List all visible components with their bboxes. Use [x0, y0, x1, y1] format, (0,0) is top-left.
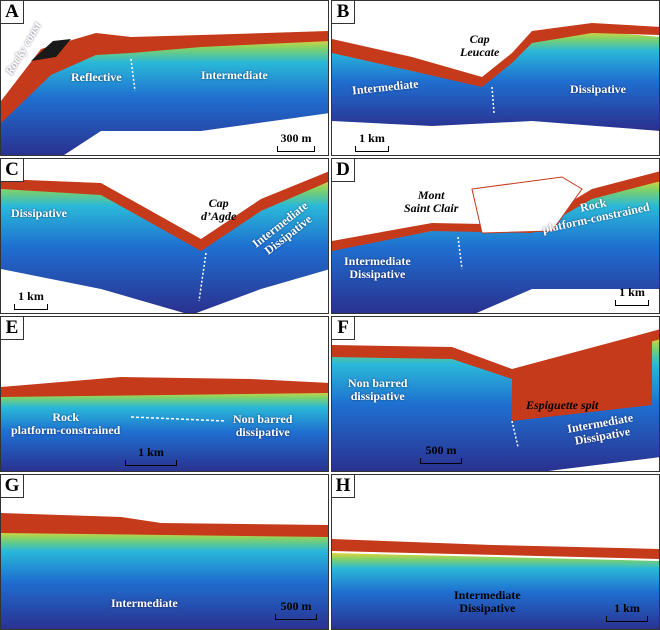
scale-bar: 1 km — [11, 289, 51, 310]
panel-letter: D — [332, 159, 355, 182]
scale-label: 300 m — [280, 131, 312, 145]
panel-f: F Non barred dissipative Espiguette spit… — [331, 316, 660, 472]
bathymetry-map — [332, 329, 659, 471]
label-intermediate-dissipative: Intermediate Dissipative — [344, 254, 411, 281]
scale-label: 1 km — [614, 601, 640, 615]
label-dissipative: Dissipative — [11, 206, 68, 220]
panel-letter: E — [1, 317, 24, 340]
bathymetry-map — [332, 539, 659, 629]
label-intermediate-dissipative: Intermediate Dissipative — [454, 588, 521, 615]
bathymetry-map — [1, 31, 328, 155]
label-reflective: Reflective — [71, 70, 122, 84]
bathymetry-map — [1, 513, 328, 629]
panel-letter: A — [1, 1, 24, 24]
label-cap-leucate: Cap Leucate — [460, 32, 500, 59]
panel-h: H Intermediate Dissipative 1 km — [331, 474, 660, 630]
scale-label: 1 km — [138, 445, 164, 459]
scale-bar: 1 km — [121, 445, 181, 466]
label-non-barred-dissipative: Non barred dissipative — [348, 376, 408, 403]
panel-letter: B — [332, 1, 355, 24]
bathymetry-map — [332, 23, 659, 131]
panel-c: C Dissipative Cap d’Agde Intermediate Di… — [0, 158, 329, 314]
scale-bar: 1 km — [612, 285, 652, 306]
label-intermediate: Intermediate — [201, 68, 268, 82]
scale-bar: 500 m — [416, 443, 466, 464]
scale-bar: 300 m — [271, 131, 321, 152]
scale-bar: 1 km — [352, 131, 392, 152]
panel-d: D Mont Saint Clair Rock platform-constra… — [331, 158, 660, 314]
label-mont-saint-clair: Mont Saint Clair — [404, 188, 459, 215]
panel-letter: G — [1, 475, 24, 498]
scale-bar: 1 km — [602, 601, 652, 622]
panel-letter: C — [1, 159, 24, 182]
scale-bar: 500 m — [271, 599, 321, 620]
scale-label: 1 km — [359, 131, 385, 145]
panel-a: A Rocky coast Reflective Intermediate 30… — [0, 0, 329, 156]
label-cap-dagde: Cap d’Agde — [201, 196, 237, 223]
label-dissipative: Dissipative — [570, 82, 627, 96]
bathymetry-map — [1, 171, 328, 313]
scale-label: 1 km — [18, 289, 44, 303]
scale-label: 500 m — [280, 599, 312, 613]
label-rock-platform: Rock platform-constrained — [11, 410, 121, 437]
panel-b: B Cap Leucate Intermediate Dissipative 1… — [331, 0, 660, 156]
label-non-barred-dissipative: Non barred dissipative — [233, 412, 293, 439]
scale-label: 1 km — [619, 285, 645, 299]
label-espiguette-spit: Espiguette spit — [526, 398, 599, 412]
bathymetry-map — [1, 377, 328, 471]
scale-label: 500 m — [425, 443, 457, 457]
panel-g: G Intermediate 500 m — [0, 474, 329, 630]
panel-letter: F — [332, 317, 355, 340]
panel-e: E Rock platform-constrained Non barred d… — [0, 316, 329, 472]
bathymetry-map — [332, 171, 659, 313]
label-intermediate: Intermediate — [111, 596, 178, 610]
panel-letter: H — [332, 475, 355, 498]
